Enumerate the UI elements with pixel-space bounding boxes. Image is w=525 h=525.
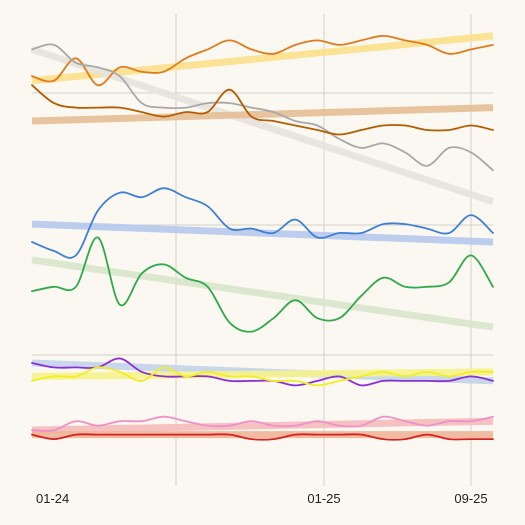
series-line bbox=[31, 236, 494, 333]
series-line bbox=[31, 84, 494, 136]
series-line bbox=[31, 357, 494, 387]
x-tick-label: 01-25 bbox=[307, 491, 340, 506]
x-tick-label: 09-25 bbox=[454, 491, 487, 506]
trend-lines bbox=[30, 32, 495, 439]
trend-line bbox=[31, 220, 494, 246]
series-line bbox=[31, 43, 494, 172]
series-line bbox=[31, 366, 494, 387]
series-line bbox=[31, 35, 494, 87]
trend-line bbox=[30, 46, 495, 206]
series-line bbox=[31, 415, 494, 432]
x-axis-ticks: 01-24 01-25 09-25 bbox=[36, 491, 488, 506]
trend-line bbox=[31, 256, 494, 331]
series-line bbox=[31, 433, 494, 441]
series-line bbox=[31, 187, 494, 259]
trend-line bbox=[31, 417, 494, 434]
series-lines bbox=[31, 35, 494, 441]
trend-line bbox=[31, 368, 494, 380]
trend-line bbox=[31, 104, 494, 125]
x-tick-label: 01-24 bbox=[36, 491, 69, 506]
